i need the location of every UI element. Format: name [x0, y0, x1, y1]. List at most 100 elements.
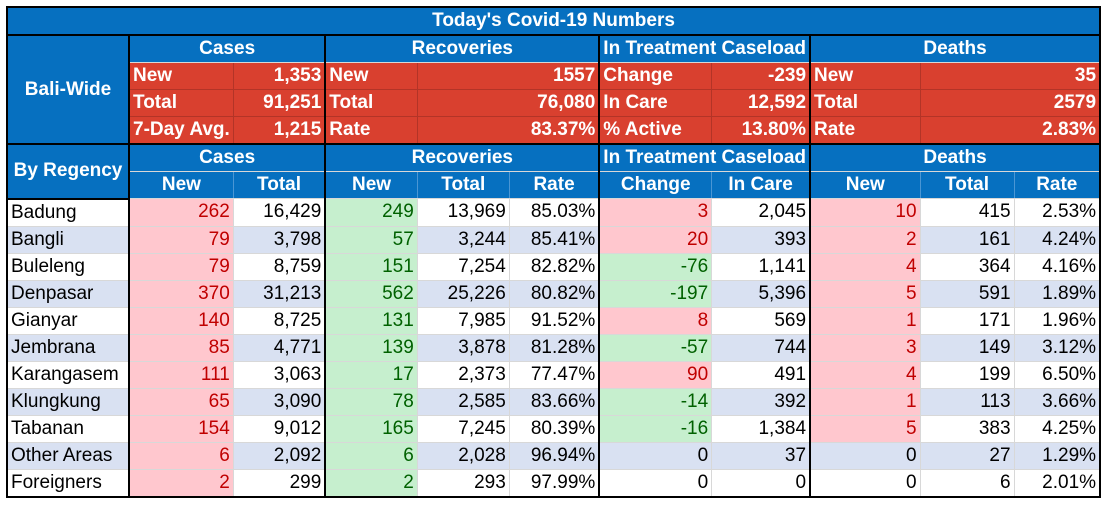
recoveries-new-cell: 78: [324, 387, 418, 416]
table-title: Today's Covid-19 Numbers: [5, 6, 1102, 36]
cases-new-cell: 140: [128, 306, 234, 335]
deaths-total-cell: 364: [919, 252, 1015, 281]
deaths-total-cell: 591: [919, 279, 1015, 308]
col-header-recoveries-rate: Rate: [508, 171, 601, 199]
deaths-new-cell: 2: [809, 225, 921, 254]
cases-new-cell: 79: [128, 252, 234, 281]
cases-new-cell: 111: [128, 360, 234, 389]
summary-label: Change: [598, 62, 713, 90]
cases-total-cell: 31,213: [232, 279, 327, 308]
recoveries-rate-cell: 97.99%: [508, 468, 601, 498]
col-header-in-care: In Care: [711, 171, 812, 199]
summary-value: 2579: [919, 89, 1102, 117]
recoveries-total-cell: 7,254: [416, 252, 510, 281]
col-header-cases-new: New: [127, 171, 234, 199]
regency-name: Gianyar: [6, 306, 130, 335]
by-regency-label: By Regency: [6, 143, 130, 200]
in-care-cell: 2,045: [711, 198, 812, 227]
deaths-rate-cell: 1.29%: [1013, 441, 1102, 470]
deaths-new-cell: 5: [809, 279, 921, 308]
in-care-cell: 37: [711, 441, 812, 470]
cases-total-cell: 4,771: [232, 333, 327, 362]
summary-label: New: [809, 62, 921, 90]
deaths-total-cell: 113: [919, 387, 1015, 416]
summary-label: % Active: [598, 116, 713, 145]
bali-wide-label: Bali-Wide: [6, 34, 130, 145]
cases-total-cell: 16,429: [232, 198, 327, 227]
col-header-cases-total: Total: [232, 171, 327, 199]
recoveries-total-cell: 2,585: [416, 387, 510, 416]
cases-new-cell: 2: [128, 468, 234, 498]
deaths-total-cell: 171: [919, 306, 1015, 335]
summary-label: New: [127, 62, 234, 90]
table-row: Karangasem 111 3,063 17 2,373 77.47% 90 491 4 199…: [6, 360, 1102, 389]
deaths-rate-cell: 6.50%: [1013, 360, 1102, 389]
cases-new-cell: 79: [128, 225, 234, 254]
change-cell: 20: [598, 225, 713, 254]
recoveries-rate-cell: 83.66%: [508, 387, 601, 416]
cases-total-cell: 3,063: [232, 360, 327, 389]
cases-header: Cases: [127, 34, 327, 63]
deaths-new-cell: 5: [809, 414, 921, 443]
recoveries-rate-cell: 85.41%: [508, 225, 601, 254]
cases-total-cell: 2,092: [232, 441, 327, 470]
bali-wide-row: 7-Day Avg. 1,215 Rate 83.37% % Active 13…: [7, 116, 1102, 145]
table-row: Jembrana 85 4,771 139 3,878 81.28% -57 744 3 149 3…: [6, 333, 1102, 362]
deaths-total-cell: 199: [919, 360, 1015, 389]
treatment-header: In Treatment Caseload: [598, 34, 812, 63]
recoveries-total-cell: 25,226: [416, 279, 510, 308]
summary-value: 1557: [416, 62, 601, 90]
cases-new-cell: 6: [128, 441, 234, 470]
summary-value: 2.83%: [919, 116, 1102, 145]
cases-new-cell: 154: [128, 414, 234, 443]
regency-name: Denpasar: [6, 279, 130, 308]
in-care-cell: 393: [711, 225, 812, 254]
recoveries-total-cell: 3,244: [416, 225, 510, 254]
in-care-cell: 1,141: [711, 252, 812, 281]
change-cell: -197: [598, 279, 713, 308]
change-cell: -76: [598, 252, 713, 281]
deaths-header: Deaths: [809, 34, 1102, 63]
recoveries-rate-cell: 80.39%: [508, 414, 601, 443]
col-header-deaths-total: Total: [919, 171, 1015, 199]
summary-label: 7-Day Avg.: [127, 116, 234, 145]
regency-name: Tabanan: [6, 414, 130, 443]
regency-name: Badung: [6, 198, 130, 227]
col-header-deaths-new: New: [809, 171, 921, 199]
recoveries-rate-cell: 77.47%: [508, 360, 601, 389]
summary-value: 83.37%: [416, 116, 601, 145]
summary-label: Total: [324, 89, 418, 117]
recoveries-total-cell: 293: [416, 468, 510, 498]
table-row: Bangli 79 3,798 57 3,244 85.41% 20 393 2 161 4.24%: [6, 225, 1102, 254]
summary-label: Rate: [809, 116, 921, 145]
summary-value: 1,215: [232, 116, 327, 145]
bali-wide-header-row: Bali-Wide Cases Recoveries In Treatment …: [6, 34, 1102, 145]
change-cell: 90: [598, 360, 713, 389]
regency-name: Klungkung: [6, 387, 130, 416]
recoveries-new-cell: 6: [324, 441, 418, 470]
recoveries-rate-cell: 85.03%: [508, 198, 601, 227]
deaths-total-cell: 161: [919, 225, 1015, 254]
table-row: Foreigners 2 299 2 293 97.99% 0 0 0 6 2.01%: [6, 468, 1102, 498]
deaths-rate-cell: 3.66%: [1013, 387, 1102, 416]
cases-total-cell: 8,725: [232, 306, 327, 335]
cases-total-cell: 8,759: [232, 252, 327, 281]
table-row: Buleleng 79 8,759 151 7,254 82.82% -76 1,141 4 36…: [6, 252, 1102, 281]
bali-wide-row: New 1,353 New 1557 Change -239 New 35: [7, 62, 1102, 90]
deaths-new-cell: 4: [809, 360, 921, 389]
summary-label: Rate: [324, 116, 418, 145]
table-row: Badung 262 16,429 249 13,969 85.03% 3 2,045 10 41…: [6, 198, 1102, 227]
cases-total-cell: 3,090: [232, 387, 327, 416]
cases-total-cell: 3,798: [232, 225, 327, 254]
summary-value: 13.80%: [711, 116, 812, 145]
cases-header: Cases: [127, 143, 327, 172]
in-care-cell: 744: [711, 333, 812, 362]
in-care-cell: 5,396: [711, 279, 812, 308]
deaths-new-cell: 4: [809, 252, 921, 281]
recoveries-total-cell: 3,878: [416, 333, 510, 362]
recoveries-rate-cell: 96.94%: [508, 441, 601, 470]
table-row: Klungkung 65 3,090 78 2,585 83.66% -14 392 1 113 3…: [6, 387, 1102, 416]
in-care-cell: 0: [711, 468, 812, 498]
regency-name: Buleleng: [6, 252, 130, 281]
recoveries-rate-cell: 91.52%: [508, 306, 601, 335]
